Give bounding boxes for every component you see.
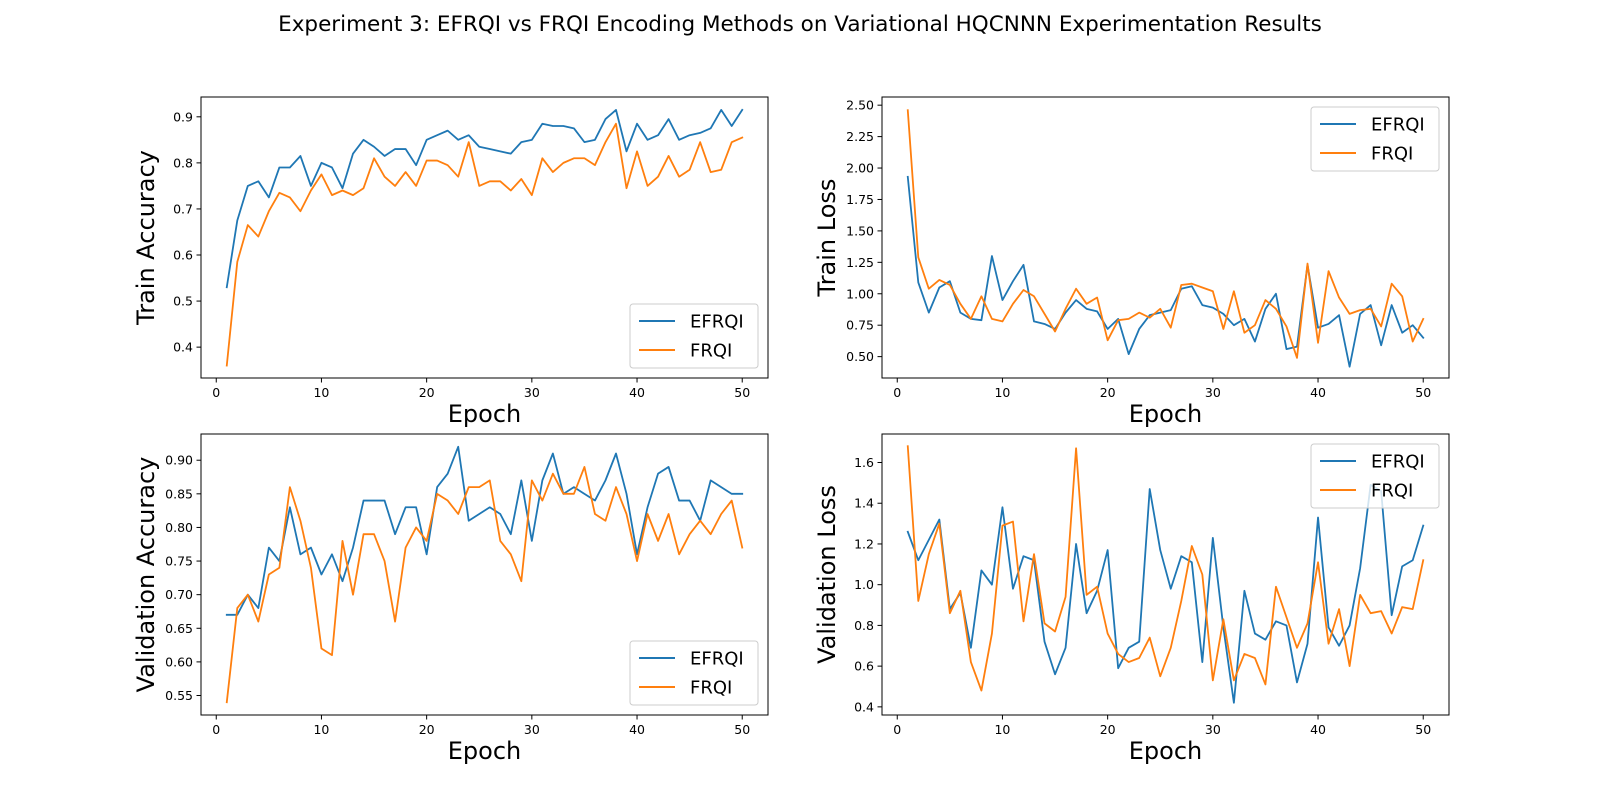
y-tick-label: 0.60 (165, 654, 193, 669)
x-tick-label: 10 (313, 722, 329, 737)
axes-frame (881, 96, 1450, 379)
x-tick-label: 0 (893, 385, 901, 400)
x-tick-label: 20 (1100, 385, 1116, 400)
y-tick-label: 0.65 (165, 621, 193, 636)
subplot-grid: 0 10 20 30 40 50 0.4 0.5 0.6 0.7 0.8 0.9 Epoch Train … (132, 96, 1450, 765)
series-line-frqi (906, 445, 1425, 692)
y-tick-label: 0.55 (165, 688, 193, 703)
x-tick-label: 50 (1415, 385, 1431, 400)
x-tick-label: 20 (419, 385, 435, 400)
legend-label-frqi: FRQI (1371, 481, 1413, 502)
subplot-1: 0 10 20 30 40 50 0.4 0.5 0.6 0.7 0.8 0.9 Epoch Train … (132, 96, 769, 428)
series-line-frqi (906, 109, 1425, 359)
x-tick-label: 20 (419, 722, 435, 737)
legend-label-efrqi: EFRQI (690, 649, 744, 670)
y-tick-label: 1.00 (846, 286, 874, 301)
y-tick-label: 1.50 (846, 223, 874, 238)
legend: EFRQI FRQI (629, 303, 759, 369)
x-tick-label: 30 (524, 722, 540, 737)
x-tick-label: 10 (994, 722, 1010, 737)
y-tick-label: 1.6 (854, 455, 874, 470)
subplot-4: 0 10 20 30 40 50 0.4 0.6 0.8 1.0 1.2 1.4 1.6 Epoch Val… (813, 433, 1450, 765)
legend: EFRQI FRQI (1310, 106, 1440, 172)
series-line-efrqi (906, 484, 1425, 704)
y-tick-label: 2.50 (846, 98, 874, 113)
y-tick-label: 0.4 (173, 340, 193, 355)
x-tick-label: 0 (212, 385, 220, 400)
y-tick-label: 0.6 (854, 659, 874, 674)
y-tick-label: 1.25 (846, 255, 874, 270)
x-tick-label: 30 (524, 385, 540, 400)
y-tick-label: 0.90 (165, 453, 193, 468)
series-line-efrqi (225, 445, 744, 616)
y-tick-label: 0.80 (165, 520, 193, 535)
figure-title: Experiment 3: EFRQI vs FRQI Encoding Met… (278, 12, 1322, 37)
y-tick-label: 1.4 (854, 496, 874, 511)
y-tick-label: 0.8 (854, 618, 874, 633)
x-tick-label: 0 (212, 722, 220, 737)
series-line-efrqi (225, 108, 744, 289)
legend-label-efrqi: EFRQI (1371, 115, 1425, 136)
y-tick-label: 0.50 (846, 349, 874, 364)
series-line-frqi (225, 122, 744, 367)
x-tick-label: 0 (893, 722, 901, 737)
axes-frame (200, 96, 769, 379)
x-tick-label: 50 (1415, 722, 1431, 737)
x-tick-label: 40 (1310, 385, 1326, 400)
legend-label-frqi: FRQI (690, 341, 732, 362)
subplot-3: 0 10 20 30 40 50 0.55 0.60 0.65 0.70 0.75 0.80 0.85 0… (132, 433, 769, 765)
y-tick-label: 0.8 (173, 155, 193, 170)
x-axis-label: Epoch (448, 737, 522, 765)
series-line-frqi (225, 466, 744, 704)
legend-label-efrqi: EFRQI (690, 312, 744, 333)
subplot-2: 0 10 20 30 40 50 0.50 0.75 1.00 1.25 1.50 1.75 2.00 2… (813, 96, 1450, 428)
y-tick-label: 0.6 (173, 248, 193, 263)
x-tick-label: 30 (1205, 385, 1221, 400)
x-axis-label: Epoch (1129, 737, 1203, 765)
y-tick-label: 0.7 (173, 201, 193, 216)
axes-frame (881, 433, 1450, 716)
y-tick-label: 0.4 (854, 699, 874, 714)
legend-label-frqi: FRQI (690, 678, 732, 699)
axes-frame (200, 433, 769, 716)
y-tick-label: 0.5 (173, 294, 193, 309)
legend-label-efrqi: EFRQI (1371, 452, 1425, 473)
y-tick-label: 0.75 (846, 318, 874, 333)
x-axis-label: Epoch (448, 400, 522, 428)
x-tick-label: 40 (629, 722, 645, 737)
series-line-efrqi (906, 175, 1425, 368)
y-tick-label: 2.25 (846, 129, 874, 144)
y-tick-label: 1.2 (854, 536, 874, 551)
y-axis-label: Train Loss (813, 179, 841, 298)
x-tick-label: 50 (734, 722, 750, 737)
x-tick-label: 20 (1100, 722, 1116, 737)
x-tick-label: 40 (629, 385, 645, 400)
y-tick-label: 0.9 (173, 109, 193, 124)
x-tick-label: 50 (734, 385, 750, 400)
legend: EFRQI FRQI (1310, 443, 1440, 509)
y-axis-label: Validation Accuracy (132, 457, 160, 693)
y-tick-label: 1.0 (854, 577, 874, 592)
y-tick-label: 0.85 (165, 486, 193, 501)
y-tick-label: 2.00 (846, 161, 874, 176)
legend-label-frqi: FRQI (1371, 144, 1413, 165)
y-tick-label: 0.75 (165, 554, 193, 569)
x-tick-label: 10 (994, 385, 1010, 400)
x-tick-label: 40 (1310, 722, 1326, 737)
y-tick-label: 1.75 (846, 192, 874, 207)
x-axis-label: Epoch (1129, 400, 1203, 428)
y-tick-label: 0.70 (165, 587, 193, 602)
x-tick-label: 30 (1205, 722, 1221, 737)
x-tick-label: 10 (313, 385, 329, 400)
y-axis-label: Validation Loss (813, 485, 841, 664)
legend: EFRQI FRQI (629, 640, 759, 706)
y-axis-label: Train Accuracy (132, 150, 160, 326)
